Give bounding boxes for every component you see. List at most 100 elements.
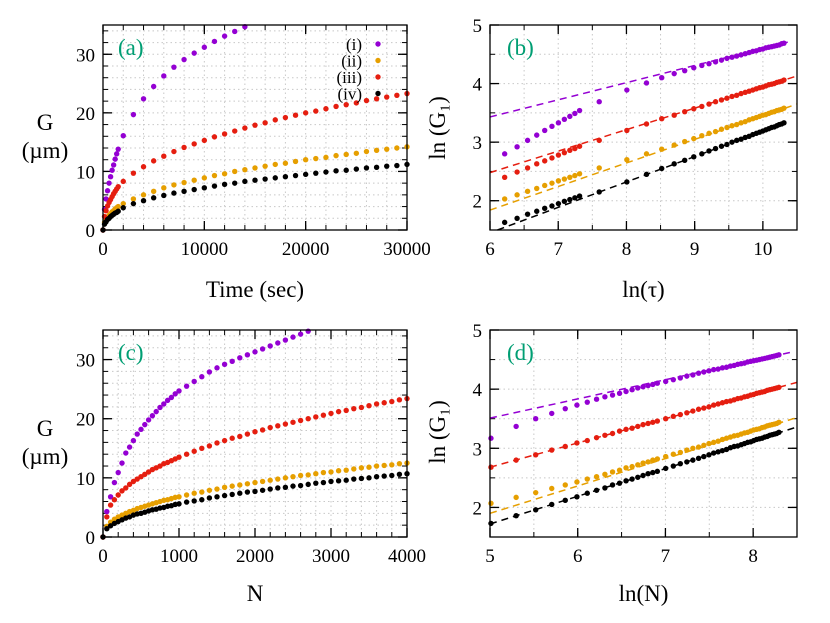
y-tick-label: 0 [86, 221, 96, 242]
data-point [305, 416, 311, 422]
data-point [149, 413, 156, 419]
data-point [671, 70, 677, 77]
data-point [650, 457, 656, 463]
data-point [252, 177, 258, 183]
data-point [259, 487, 266, 493]
data-point [781, 77, 787, 83]
data-point [643, 151, 650, 157]
series-3 [488, 384, 782, 470]
data-point [549, 447, 555, 453]
data-point [659, 116, 665, 122]
data-point [396, 471, 403, 478]
data-point [103, 196, 109, 202]
data-point [572, 145, 578, 152]
data-point [313, 170, 319, 176]
data-point [126, 444, 133, 450]
data-point [176, 494, 182, 500]
data-point [111, 479, 118, 486]
data-point [320, 469, 327, 476]
data-point [572, 195, 578, 201]
data-point [150, 188, 157, 195]
data-point [313, 471, 319, 477]
data-point [695, 455, 702, 462]
data-point [206, 487, 213, 493]
data-point [242, 125, 248, 131]
data-point [710, 366, 717, 373]
data-point [302, 157, 309, 163]
data-point [191, 378, 197, 385]
data-point [712, 59, 719, 65]
data-point [171, 64, 177, 70]
data-point [335, 408, 342, 415]
data-point [140, 96, 147, 102]
data-point [275, 485, 281, 491]
data-point [373, 164, 380, 171]
data-point [609, 392, 616, 398]
data-point [567, 196, 573, 203]
data-point [623, 478, 629, 484]
data-point [262, 176, 268, 182]
data-point [343, 101, 349, 108]
data-point [629, 387, 635, 393]
data-point [701, 453, 707, 460]
data-point [776, 419, 782, 425]
data-point [120, 200, 126, 207]
data-point [214, 486, 220, 492]
x-tick-label: 7 [661, 546, 671, 567]
data-point [712, 128, 719, 135]
data-point [549, 203, 555, 209]
data-point [282, 337, 289, 343]
data-point [214, 365, 220, 371]
data-point [232, 168, 238, 175]
data-point [532, 489, 539, 496]
data-point [684, 373, 690, 379]
y-tick-label: 20 [76, 104, 95, 125]
data-point [142, 421, 148, 428]
data-point [290, 419, 296, 425]
data-point [181, 188, 187, 195]
data-point [267, 486, 273, 492]
data-point [654, 468, 661, 475]
data-point [524, 211, 531, 217]
data-point [549, 123, 555, 130]
y-axis-label-line: G [37, 110, 54, 135]
data-point [699, 103, 705, 110]
series-4 [488, 429, 782, 527]
y-tick-label: 20 [76, 410, 95, 431]
data-point [211, 183, 218, 189]
data-point [171, 148, 177, 155]
data-point [524, 137, 531, 144]
data-point [119, 460, 125, 466]
data-point [684, 459, 690, 465]
data-point [562, 497, 568, 504]
data-point [358, 475, 365, 482]
data-point [567, 113, 573, 120]
data-point [549, 180, 555, 186]
data-point [229, 483, 235, 489]
data-point [358, 404, 365, 411]
data-point [542, 205, 548, 212]
data-point [104, 526, 110, 532]
data-point [343, 467, 349, 473]
data-point [596, 137, 602, 144]
data-point [384, 163, 390, 169]
data-point [574, 479, 580, 485]
data-point [781, 120, 787, 126]
data-point [237, 490, 243, 496]
data-point [635, 423, 641, 430]
data-point [343, 407, 349, 414]
y-axis-label-line: (µm) [22, 444, 68, 469]
panel-d: 5 6 7 8 2 3 4 5 (d) ln(N) ln (G₁) [425, 321, 798, 606]
data-point [534, 161, 540, 167]
data-point [776, 352, 782, 358]
data-point [275, 423, 281, 429]
data-point [576, 171, 583, 177]
data-point [242, 166, 248, 173]
data-point [706, 404, 712, 410]
data-point [267, 477, 273, 483]
data-point [513, 423, 519, 430]
data-point [677, 449, 684, 456]
data-point [645, 382, 651, 389]
data-point [221, 171, 228, 177]
data-point [670, 463, 677, 469]
